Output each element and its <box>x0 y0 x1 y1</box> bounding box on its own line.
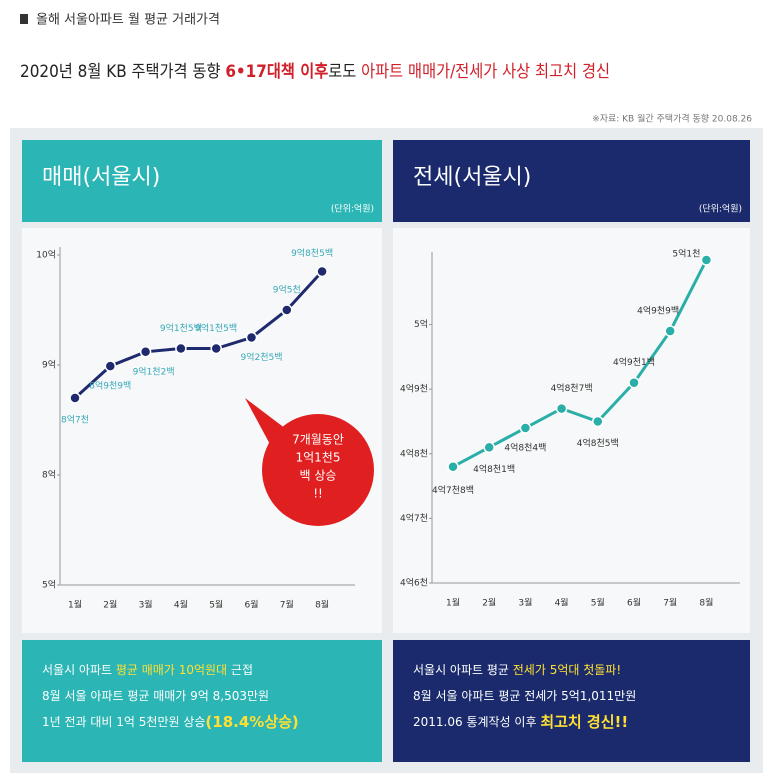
x-tick-label: 5월 <box>209 599 223 611</box>
panel-header <box>393 140 750 222</box>
data-label: 9억1천2백 <box>133 365 175 377</box>
callout-text: 백 상승 <box>300 469 337 483</box>
summary-line: 1년 전과 대비 1억 5천만원 상승(18.4%상승) <box>42 713 299 731</box>
callout-text: !! <box>313 487 323 501</box>
summary-line: 서울시 아파트 평균 전세가 5억대 첫돌파! <box>413 663 621 677</box>
summary-part: 8월 서울 아파트 평균 전세가 5억1,011만원 <box>413 689 636 703</box>
x-tick-label: 1월 <box>446 597 460 609</box>
data-point <box>483 441 495 454</box>
x-tick-label: 2월 <box>482 597 496 609</box>
data-point <box>139 346 152 358</box>
x-tick-label: 3월 <box>139 599 153 611</box>
callout <box>262 414 374 526</box>
data-label: 9억8천5백 <box>291 247 333 259</box>
x-tick-label: 7월 <box>280 599 294 611</box>
panel-title: 매매(서울시) <box>42 165 160 190</box>
data-point <box>664 325 676 337</box>
data-label: 8억7천 <box>61 414 89 426</box>
headline-part: 로도 <box>328 62 361 82</box>
data-point <box>628 376 640 389</box>
data-label: 4억8천7백 <box>551 382 593 394</box>
y-tick-label: 4억7천 <box>400 512 428 524</box>
data-label: 9억1천5백 <box>160 322 202 334</box>
y-tick-label: 9억 <box>42 359 56 371</box>
data-point <box>592 415 604 428</box>
headline-part: 6•17대책 이후 <box>225 61 328 82</box>
summary-line: 8월 서울 아파트 평균 매매가 9억 8,503만원 <box>42 689 269 703</box>
summary-part: (18.4%상승) <box>205 713 298 731</box>
summary-part: 평균 매매가 10억원대 <box>116 663 227 677</box>
data-label: 4억8천1백 <box>473 463 515 475</box>
data-label: 9억1천5백 <box>195 322 237 334</box>
data-label: 4억9천9백 <box>637 305 679 317</box>
unit-label: (단위:억원) <box>699 203 742 215</box>
x-tick-label: 7월 <box>663 597 677 609</box>
x-tick-label: 3월 <box>518 597 532 609</box>
x-tick-label: 2월 <box>103 599 117 611</box>
summary-part: 2011.06 통계작성 이후 <box>413 715 540 729</box>
headline-part: 2020년 8월 KB 주택가격 동향 <box>20 62 225 82</box>
callout-text: 1억1천5 <box>296 450 341 465</box>
y-tick-label: 8억 <box>42 469 56 481</box>
summary-part: 1년 전과 대비 1억 5천만원 상승 <box>42 714 205 729</box>
data-point <box>281 304 293 316</box>
x-tick-label: 8월 <box>315 599 329 611</box>
data-label: 9억5천 <box>273 284 301 296</box>
x-tick-label: 6월 <box>244 599 258 611</box>
summary-part: 8월 서울 아파트 평균 매매가 9억 8,503만원 <box>42 689 269 703</box>
data-label: 4억9천1백 <box>613 356 655 368</box>
y-tick-label: 4억6천 <box>400 577 428 589</box>
data-label: 4억7천8백 <box>432 484 474 496</box>
headline: 2020년 8월 KB 주택가격 동향 6•17대책 이후로도 아파트 매매가/… <box>20 61 610 82</box>
panel-bg <box>393 228 750 633</box>
summary-line: 서울시 아파트 평균 매매가 10억원대 근접 <box>42 663 253 677</box>
summary-part: 전세가 5억대 첫돌파! <box>513 663 621 677</box>
summary-box <box>393 640 750 762</box>
data-label: 5억1천 <box>672 248 700 260</box>
data-point <box>245 331 258 344</box>
x-tick-label: 5월 <box>591 597 605 609</box>
data-point <box>210 342 222 355</box>
y-tick-label: 4억9천 <box>400 383 428 395</box>
y-tick-label: 5억 <box>42 579 56 591</box>
source: ※자료: KB 월간 주택가격 동향 20.08.26 <box>592 113 752 125</box>
panel-title: 전세(서울시) <box>413 165 531 190</box>
data-label: 9억2천5백 <box>240 351 282 363</box>
y-tick-label: 4억8천 <box>400 447 428 459</box>
data-point <box>104 360 117 372</box>
data-point <box>175 342 187 355</box>
x-tick-label: 1월 <box>68 599 82 611</box>
panel-header <box>22 140 382 222</box>
data-point <box>447 460 459 473</box>
data-point <box>519 422 532 434</box>
summary-line: 2011.06 통계작성 이후 최고치 경신!! <box>413 713 628 731</box>
summary-part: 최고치 경신!! <box>540 713 628 731</box>
data-point <box>700 254 713 266</box>
headline-part: 아파트 매매가/전세가 사상 최고치 경신 <box>361 62 610 82</box>
callout-text: 7개월동안 <box>292 433 344 447</box>
summary-part: 근접 <box>227 663 253 677</box>
data-label: 8억9천9백 <box>89 380 131 392</box>
y-tick-label: 10억 <box>36 249 56 261</box>
series-line <box>73 270 324 400</box>
data-point <box>555 402 568 415</box>
x-tick-label: 4월 <box>555 597 569 609</box>
x-tick-label: 8월 <box>699 597 713 609</box>
header-icon <box>20 14 28 24</box>
unit-label: (단위:억원) <box>331 203 374 215</box>
header-title: 올해 서울아파트 월 평균 거래가격 <box>36 13 220 28</box>
summary-box <box>22 640 382 762</box>
x-tick-label: 4월 <box>174 599 188 611</box>
series-line <box>452 259 708 469</box>
data-label: 4억8천5백 <box>577 437 619 449</box>
data-point <box>69 392 81 404</box>
data-label: 4억8천4백 <box>504 441 546 453</box>
summary-part: 서울시 아파트 <box>42 663 116 677</box>
y-tick-label: 5억 <box>414 318 428 330</box>
x-tick-label: 6월 <box>627 597 641 609</box>
summary-line: 8월 서울 아파트 평균 전세가 5억1,011만원 <box>413 689 636 703</box>
summary-part: 서울시 아파트 평균 <box>413 663 513 677</box>
data-point <box>316 265 328 278</box>
